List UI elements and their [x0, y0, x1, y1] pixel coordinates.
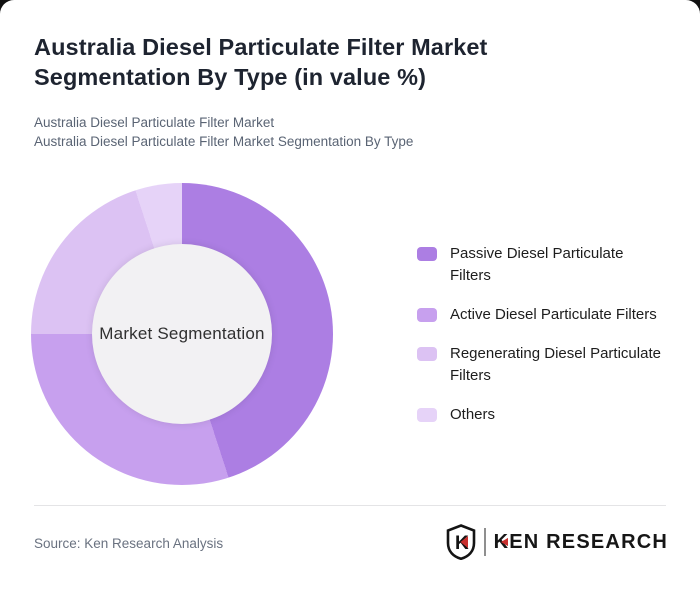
- donut-center-label: Market Segmentation: [99, 324, 265, 343]
- legend-swatch-active: [417, 308, 437, 322]
- shield-k-icon: K: [446, 524, 475, 560]
- legend-swatch-regenerating: [417, 347, 437, 361]
- legend-label: Passive Diesel Particulate Filters: [450, 245, 624, 284]
- chart-legend: Passive Diesel Particulate Filters Activ…: [417, 243, 679, 426]
- ken-research-logo: K KEN RESEARCH: [446, 524, 668, 560]
- legend-label: Active Diesel Particulate Filters: [450, 306, 657, 323]
- legend-swatch-passive: [417, 247, 437, 261]
- page-title: Australia Diesel Particulate Filter Mark…: [34, 34, 488, 90]
- legend-label: Regenerating Diesel Particulate Filters: [450, 345, 661, 384]
- footer-divider: [34, 505, 666, 506]
- legend-item-regenerating[interactable]: Regenerating Diesel Particulate Filters: [417, 343, 679, 387]
- logo-divider-bar: [483, 528, 486, 556]
- legend-label: Others: [450, 406, 496, 423]
- legend-item-active[interactable]: Active Diesel Particulate Filters: [417, 304, 679, 326]
- donut-chart[interactable]: Market Segmentation: [31, 183, 333, 485]
- legend-item-others[interactable]: Others: [417, 404, 679, 426]
- source-note: Source: Ken Research Analysis: [34, 536, 224, 551]
- subtitle-line-1: Australia Diesel Particulate Filter Mark…: [34, 115, 275, 130]
- legend-item-passive[interactable]: Passive Diesel Particulate Filters: [417, 243, 679, 287]
- legend-swatch-others: [417, 408, 437, 422]
- chart-subtitles: Australia Diesel Particulate Filter Mark…: [34, 113, 674, 151]
- logo-k-triangle-icon: [500, 537, 508, 546]
- logo-wordmark: KEN RESEARCH: [493, 530, 668, 553]
- subtitle-line-2: Australia Diesel Particulate Filter Mark…: [34, 134, 414, 149]
- donut-center: Market Segmentation: [92, 244, 272, 424]
